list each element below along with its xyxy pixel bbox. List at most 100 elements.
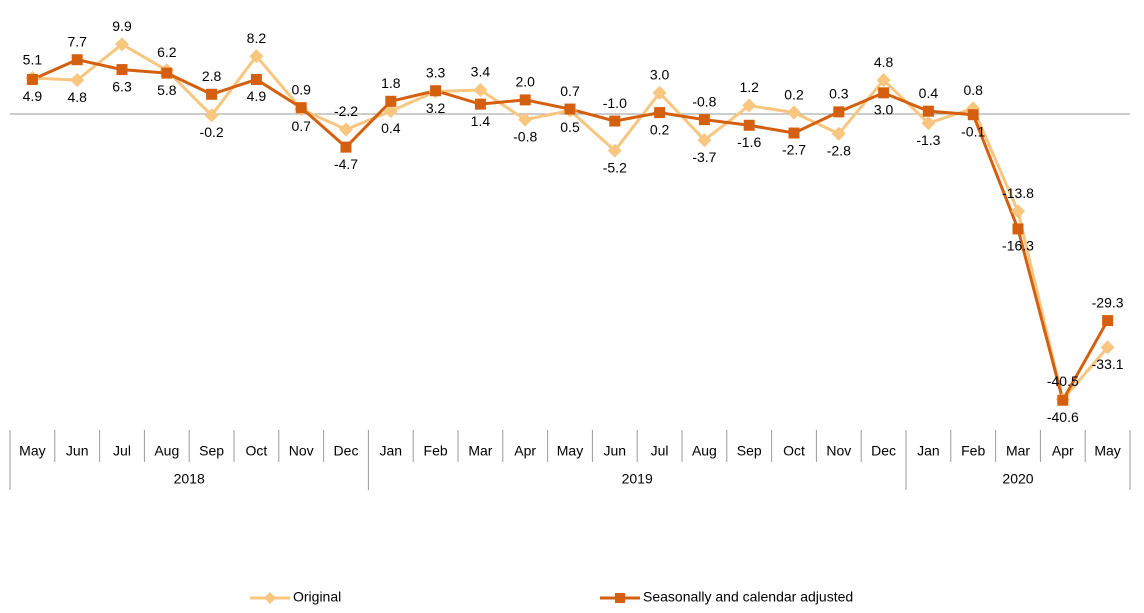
data-label: -16.3 (1002, 238, 1034, 254)
data-label: 3.0 (874, 102, 894, 118)
data-label: 2.8 (202, 68, 222, 84)
data-label: 4.8 (67, 89, 87, 105)
x-tick-label: Jun (66, 443, 89, 459)
marker (385, 95, 397, 107)
marker (71, 54, 83, 66)
data-label: -33.1 (1092, 356, 1124, 372)
marker (787, 105, 801, 120)
data-label: -1.6 (737, 134, 761, 150)
x-tick-label: Feb (961, 443, 985, 459)
x-tick-label: Sep (199, 443, 224, 459)
data-label: -40.5 (1047, 373, 1079, 389)
data-label: 6.2 (157, 44, 177, 60)
marker (249, 49, 264, 64)
marker (564, 103, 576, 115)
marker (115, 37, 129, 52)
data-label: -40.6 (1047, 409, 1079, 425)
x-tick-label: Feb (424, 443, 448, 459)
marker (474, 98, 486, 110)
data-label: 1.4 (471, 113, 491, 129)
data-label: 7.7 (67, 33, 87, 49)
marker (921, 116, 936, 131)
marker (1100, 340, 1115, 355)
x-tick-label: Mar (1006, 443, 1030, 459)
marker (742, 98, 757, 113)
data-label: 3.2 (426, 100, 446, 116)
marker (70, 73, 85, 88)
data-label: -2.8 (827, 142, 851, 158)
marker (1012, 223, 1024, 235)
x-tick-label: Jul (651, 443, 669, 459)
data-label: 1.2 (739, 79, 759, 95)
data-label: -2.7 (782, 142, 806, 158)
data-label: -1.0 (603, 95, 627, 111)
data-label: 6.3 (112, 78, 132, 94)
marker (609, 115, 621, 127)
marker (1057, 394, 1069, 406)
legend-label: Seasonally and calendar adjusted (643, 589, 853, 605)
marker (340, 141, 352, 153)
data-label: 0.8 (963, 82, 983, 98)
data-label: 0.9 (291, 81, 311, 97)
legend-marker (615, 593, 625, 603)
marker (295, 102, 307, 114)
x-tick-label: Dec (334, 443, 359, 459)
data-label: 2.0 (515, 74, 535, 90)
marker (250, 73, 262, 85)
data-label: 4.9 (23, 88, 43, 104)
data-label: 8.2 (247, 30, 267, 46)
marker (204, 108, 219, 123)
marker (652, 85, 667, 100)
marker (697, 133, 712, 148)
marker (876, 73, 891, 88)
x-tick-label: Aug (692, 443, 717, 459)
x-tick-label: Nov (826, 443, 851, 459)
data-label: 1.8 (381, 75, 401, 91)
data-label: -0.8 (692, 93, 716, 109)
data-label: -0.8 (513, 128, 537, 144)
data-label: -0.1 (961, 123, 985, 139)
marker (788, 127, 800, 139)
marker (654, 107, 666, 119)
marker (383, 104, 398, 119)
group-label: 2020 (1002, 471, 1033, 487)
group-label: 2018 (174, 471, 205, 487)
data-label: 0.4 (919, 85, 939, 101)
marker (518, 112, 533, 127)
data-label: 0.7 (291, 118, 311, 134)
data-label: 3.0 (650, 67, 670, 83)
data-label: 0.2 (650, 121, 670, 137)
marker (473, 83, 488, 98)
marker (206, 88, 218, 100)
x-tick-label: May (557, 443, 583, 459)
x-tick-label: Jan (917, 443, 940, 459)
data-label: 5.8 (157, 82, 177, 98)
marker (430, 85, 442, 97)
legend-marker (264, 592, 276, 604)
data-label: -4.7 (334, 156, 358, 172)
x-tick-label: Nov (289, 443, 314, 459)
marker (339, 122, 353, 137)
x-tick-label: Oct (783, 443, 805, 459)
marker (698, 114, 710, 126)
x-tick-label: May (19, 443, 45, 459)
legend-label: Original (293, 589, 341, 605)
marker (607, 143, 622, 158)
x-tick-label: Apr (1052, 443, 1074, 459)
data-label: 0.2 (784, 86, 804, 102)
marker (1011, 204, 1025, 219)
marker (519, 94, 531, 106)
data-label: -0.2 (200, 124, 224, 140)
x-tick-label: Oct (246, 443, 268, 459)
data-label: -5.2 (603, 159, 627, 175)
data-label: -3.7 (692, 149, 716, 165)
x-tick-label: Jun (604, 443, 627, 459)
marker (161, 67, 173, 79)
data-label: 4.8 (874, 54, 894, 70)
x-tick-label: Mar (468, 443, 492, 459)
marker (26, 73, 38, 85)
data-label: 3.4 (471, 64, 491, 80)
data-label: 0.3 (829, 86, 849, 102)
